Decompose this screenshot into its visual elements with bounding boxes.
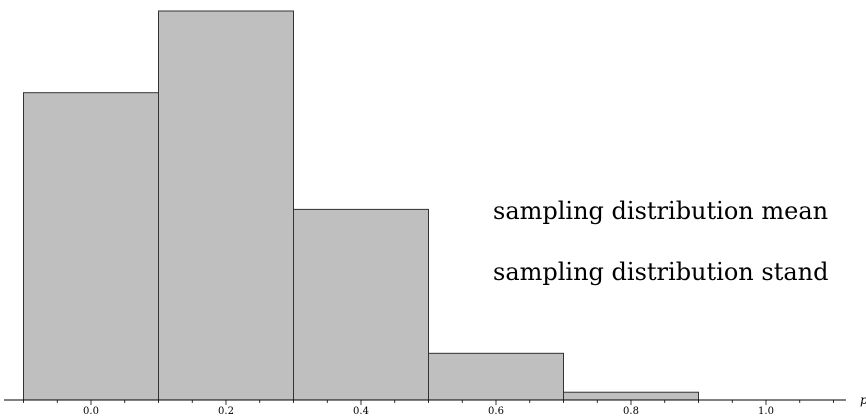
annotation-sd: sampling distribution stand [493,258,828,286]
annotation-mean: sampling distribution mean [493,197,828,225]
x-tick-label-4: 0.8 [623,406,639,417]
histogram-bar-0 [23,92,159,401]
x-axis-label: p [860,393,866,407]
x-tick-label-1: 0.2 [218,406,234,417]
x-tick-label-0: 0.0 [83,406,99,417]
ticks-layer: 0.0 0.2 0.4 0.6 0.8 1.0 [23,400,834,417]
histogram-bar-1 [158,10,294,401]
histogram-bar-2 [293,208,429,401]
x-tick-label-2: 0.4 [353,406,369,417]
histogram-bar-3 [428,352,564,401]
x-tick-label-3: 0.6 [488,406,504,417]
x-tick-label-5: 1.0 [758,406,774,417]
bars-layer [23,10,699,401]
histogram-bar-4 [563,391,699,401]
